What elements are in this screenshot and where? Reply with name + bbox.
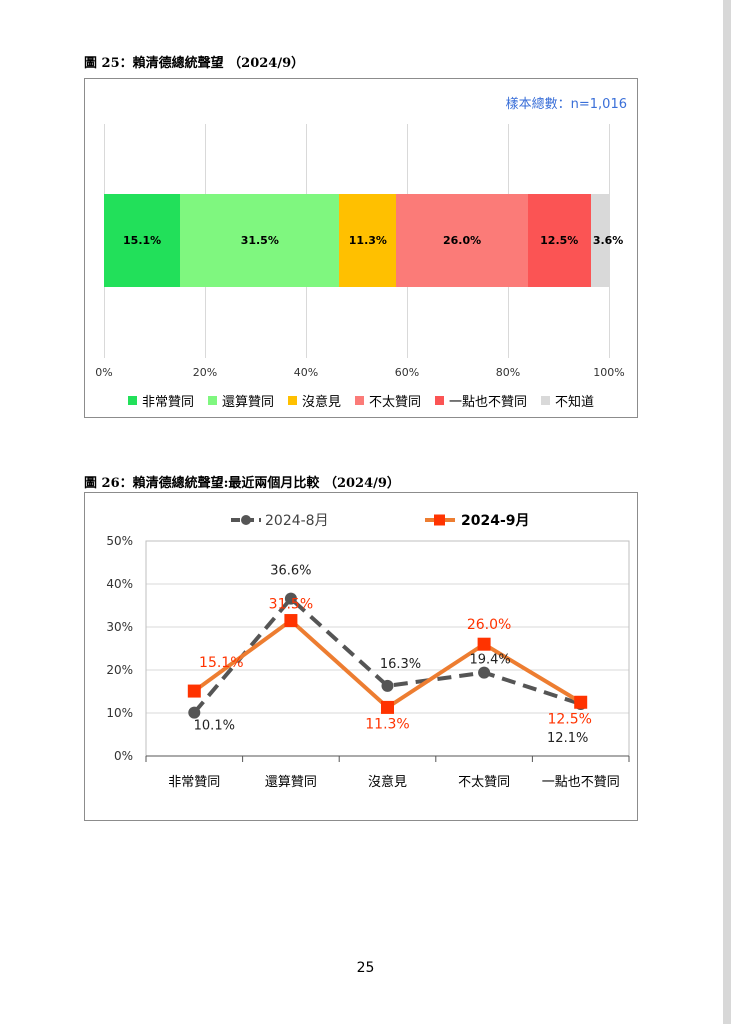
- legend-item: 一點也不贊同: [435, 391, 527, 410]
- legend-label-2024-8: 2024-8月: [265, 513, 329, 529]
- bar-segment: 31.5%: [180, 194, 340, 287]
- series-line-2024-8: [192, 595, 582, 714]
- y-tick-label: 0%: [114, 749, 133, 763]
- sample-size-label: 樣本總數：n=1,016: [505, 97, 627, 112]
- x-tick-label: 0%: [95, 366, 113, 379]
- x-tick-label: 沒意見: [368, 774, 407, 790]
- legend-item: 不太贊同: [355, 391, 421, 410]
- legend-item: 非常贊同: [127, 391, 194, 410]
- legend-swatch: [355, 396, 364, 405]
- point-2024-9: [574, 695, 588, 709]
- y-tick-label: 10%: [106, 706, 133, 720]
- data-label: 26.0%: [442, 234, 482, 247]
- legend-swatch: [541, 396, 551, 405]
- x-tick-label: 非常贊同: [168, 775, 220, 790]
- point-2024-8: [381, 679, 394, 692]
- figure26-title: 圖 26：賴清德總統聲望:最近兩個月比較 （2024/9）: [84, 476, 400, 491]
- data-label-2024-9: 26.0%: [467, 617, 511, 633]
- data-label: 31.5%: [240, 234, 279, 247]
- legend-item: 沒意見: [287, 391, 341, 410]
- data-label-2024-9: 15.1%: [199, 655, 243, 671]
- data-label-2024-8: 19.4%: [469, 653, 510, 668]
- x-tick-label: 20%: [192, 366, 218, 379]
- legend-marker-2024-9: [434, 514, 445, 526]
- data-label: 12.5%: [540, 234, 579, 247]
- gridline: [609, 124, 610, 358]
- legend-item: 不知道: [541, 391, 594, 410]
- data-label-2024-9: 31.5%: [269, 597, 313, 613]
- point-2024-8: [478, 666, 491, 679]
- legend-swatch: [287, 396, 297, 405]
- legend-label: 不知道: [555, 395, 595, 410]
- legend-label: 還算贊同: [221, 395, 274, 410]
- scrollbar[interactable]: [723, 0, 731, 1024]
- data-label-2024-8: 16.3%: [380, 657, 421, 672]
- data-label: 3.6%: [592, 234, 624, 247]
- line-chart: 0% 10% 20% 30% 40% 50% 非常贊同 還算贊同 沒意見 不太贊同 一點也不贊同 10…: [84, 492, 638, 821]
- y-tick-label: 30%: [106, 620, 133, 634]
- legend-label: 非常贊同: [141, 395, 194, 410]
- data-label-2024-8: 10.1%: [194, 719, 235, 734]
- point-2024-9: [381, 700, 394, 714]
- bar-segment: 11.3%: [339, 194, 397, 287]
- figure25-title: 圖 25：賴清德總統聲望 （2024/9）: [84, 56, 305, 71]
- y-tick-label: 40%: [106, 577, 133, 591]
- x-tick-label: 40%: [293, 366, 319, 379]
- data-label: 11.3%: [348, 234, 387, 247]
- legend-marker-2024-8: [241, 515, 251, 525]
- line-chart-svg: 0% 10% 20% 30% 40% 50% 非常贊同 還算贊同 沒意見 不太贊同 一點也不贊同 10…: [106, 513, 630, 790]
- x-tick-label: 不太贊同: [458, 775, 510, 790]
- point-2024-9: [284, 614, 298, 628]
- y-tick-label: 20%: [106, 663, 133, 677]
- x-tick-label: 100%: [593, 366, 625, 379]
- bar-segment: 12.5%: [527, 194, 591, 287]
- legend-label: 一點也不贊同: [449, 395, 528, 410]
- y-tick-label: 50%: [106, 534, 133, 548]
- x-tick-label: 還算贊同: [265, 775, 317, 790]
- x-tick-label: 一點也不贊同: [542, 775, 620, 790]
- bar-segment: 15.1%: [104, 194, 181, 287]
- x-tick-label: 80%: [495, 366, 521, 379]
- point-2024-8: [188, 706, 201, 719]
- legend-swatch: [207, 396, 217, 405]
- bar-segment: [590, 194, 609, 287]
- legend-label: 不太贊同: [369, 395, 422, 410]
- legend-swatch: [127, 396, 137, 405]
- point-2024-8: [284, 592, 297, 605]
- data-label-2024-9: 11.3%: [365, 716, 409, 732]
- stacked-bar-chart: 樣本總數：n=1,016 15.1% 31.5% 11.3% 26.0% 12.5% 3.…: [84, 78, 638, 418]
- data-label-2024-8: 36.6%: [270, 564, 311, 579]
- data-label-2024-8: 12.1%: [547, 731, 588, 746]
- legend-swatch: [435, 396, 445, 405]
- point-2024-9: [187, 684, 201, 698]
- point-2024-9: [477, 637, 491, 651]
- legend: 非常贊同 還算贊同 沒意見 不太贊同 一點也不贊同 不知道: [85, 391, 637, 410]
- page-number: 25: [356, 960, 375, 976]
- data-label: 15.1%: [123, 234, 162, 247]
- legend-label: 沒意見: [301, 395, 341, 410]
- bar-segment: 26.0%: [396, 194, 528, 287]
- data-label-2024-9: 12.5%: [547, 711, 591, 727]
- x-tick-label: 60%: [394, 366, 420, 379]
- legend-item: 還算贊同: [207, 391, 274, 410]
- legend-label-2024-9: 2024-9月: [461, 513, 530, 529]
